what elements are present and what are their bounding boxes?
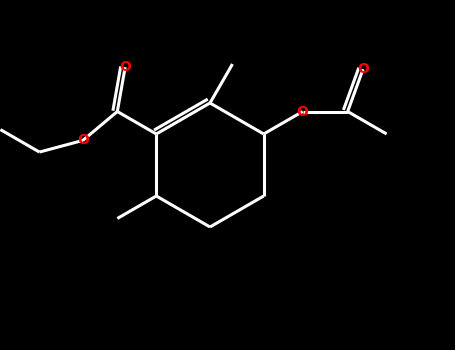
Text: O: O	[357, 62, 369, 76]
Text: O: O	[119, 60, 131, 74]
Text: O: O	[297, 105, 308, 119]
Text: O: O	[77, 133, 89, 147]
